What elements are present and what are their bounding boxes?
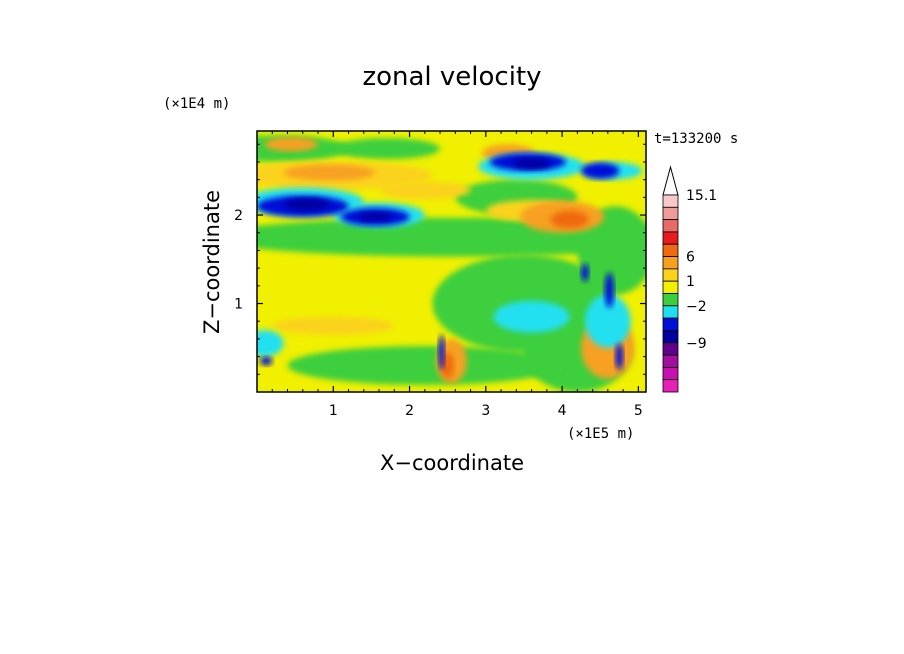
contour-region (577, 206, 646, 295)
colorbar-swatch (662, 305, 679, 319)
contour-region (493, 300, 570, 333)
colorbar-label: 6 (686, 250, 695, 266)
colorbar: 15.1 6 1 −2 −9 (662, 165, 717, 393)
colorbar-swatch (662, 379, 679, 393)
colorbar-swatch (662, 219, 679, 233)
contour-region (358, 212, 393, 222)
colorbar-swatch (662, 330, 679, 344)
contour-region (283, 164, 376, 181)
colorbar-label: 15.1 (686, 188, 717, 204)
x-tick-label: 3 (481, 403, 490, 419)
time-label: t=133200 s (654, 131, 738, 147)
contour-region (581, 263, 589, 282)
x-tick-label: 2 (405, 403, 414, 419)
x-axis-title: X−coordinate (380, 451, 524, 475)
contour-region (260, 356, 273, 366)
colorbar-swatch (662, 243, 679, 257)
colorbar-swatch (662, 317, 679, 331)
x-scale-label: (×1E5 m) (567, 426, 634, 442)
contour-region (264, 137, 319, 152)
contour-region (441, 352, 454, 379)
y-axis: 12 (234, 143, 646, 375)
colorbar-swatch (662, 293, 679, 307)
plot-frame (256, 130, 647, 393)
colorbar-swatch (662, 354, 679, 368)
contour-region (379, 181, 471, 200)
colorbar-swatch (662, 366, 679, 381)
colorbar-extend-arrow (662, 165, 679, 196)
y-tick-label: 1 (234, 297, 243, 313)
contour-field (257, 135, 646, 392)
plot-area (257, 131, 646, 392)
colorbar-swatch (662, 194, 679, 208)
colorbar-swatch (662, 256, 679, 270)
y-tick-label: 2 (234, 208, 243, 224)
colorbar-swatch (662, 280, 679, 294)
y-scale-label: (×1E4 m) (163, 96, 230, 112)
colorbar-swatch (662, 206, 679, 221)
colorbar-swatch (662, 231, 679, 245)
x-axis: 1 2 3 4 5 (271, 131, 643, 419)
y-axis-title: Z−coordinate (200, 190, 224, 334)
colorbar-label: 1 (686, 274, 695, 290)
contour-region (283, 198, 330, 211)
contour-region (581, 162, 620, 179)
contour-region (333, 138, 441, 160)
contour-region (512, 158, 551, 170)
colorbar-label: −2 (686, 299, 707, 315)
contour-region (272, 316, 395, 335)
x-tick-label: 1 (329, 403, 338, 419)
contour-region (584, 294, 631, 348)
contour-region (615, 343, 624, 370)
chart-title: zonal velocity (362, 62, 541, 92)
colorbar-swatch (662, 342, 679, 356)
contour-region (257, 330, 284, 357)
contour-region (550, 210, 589, 229)
contour-region (604, 272, 614, 308)
x-tick-label: 4 (558, 403, 567, 419)
colorbar-label: −9 (686, 336, 707, 352)
contour-region (438, 334, 445, 370)
contour-region (287, 345, 563, 385)
x-tick-label: 5 (634, 403, 643, 419)
colorbar-swatch (662, 268, 679, 282)
